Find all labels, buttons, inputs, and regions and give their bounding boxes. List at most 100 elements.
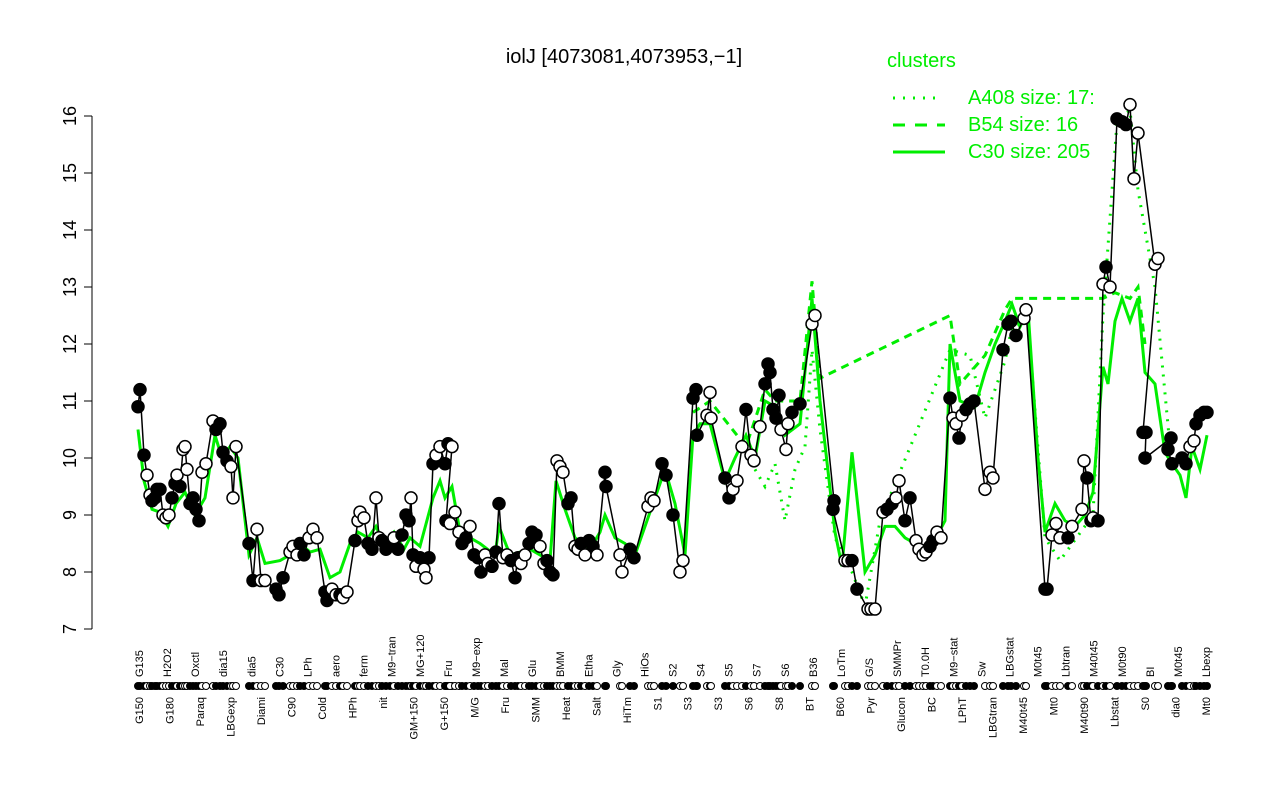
expression-series — [131, 97, 1214, 616]
data-point — [533, 539, 547, 554]
data-point — [540, 553, 554, 568]
data-point — [666, 508, 680, 522]
data-point — [153, 482, 167, 497]
data-point — [133, 382, 147, 397]
x-tick-label: M/G — [469, 697, 481, 718]
x-tick-label: HPh — [347, 697, 359, 718]
x-tick-label: BI — [1145, 667, 1157, 677]
data-point — [739, 402, 753, 417]
x-tick-label: HiOs — [639, 652, 651, 677]
x-tick-label: Sw — [976, 662, 988, 677]
x-tick-label: LBGtran — [988, 697, 1000, 738]
data-point — [357, 511, 371, 525]
data-point — [763, 365, 777, 380]
data-point — [297, 548, 311, 562]
x-tick-label: S1 — [652, 697, 664, 710]
x-tick-label: G180 — [164, 697, 176, 724]
x-tick-label: dia0 — [1171, 697, 1183, 718]
data-point — [1119, 117, 1133, 132]
y-tick-label: 11 — [60, 392, 80, 411]
x-tick-label: M9−stat — [948, 638, 960, 677]
x-tick-label: Fru — [443, 661, 455, 678]
data-point — [348, 533, 362, 548]
x-tick-label: S3 — [713, 697, 725, 710]
data-point — [1187, 434, 1201, 448]
data-point — [730, 474, 744, 488]
cluster-line — [692, 281, 1147, 450]
data-point — [272, 588, 286, 602]
x-tick-label: M9−exp — [471, 638, 483, 677]
data-point — [1049, 516, 1063, 531]
x-tick-label: Mt0 — [1049, 697, 1061, 715]
data-point — [704, 411, 718, 425]
x-tick-label: dia5 — [246, 656, 258, 677]
x-tick-label: Etha — [583, 653, 595, 677]
x-tick-label: BC — [927, 697, 939, 712]
x-tick-label: Pyr — [866, 697, 878, 714]
x-tick-label: Lbtran — [1061, 646, 1073, 677]
data-point — [137, 448, 151, 462]
data-point — [492, 496, 506, 511]
x-tick-label: Salt — [591, 697, 603, 716]
x-tick-label: Glu — [527, 660, 539, 677]
data-point — [1065, 519, 1079, 534]
data-point — [781, 417, 795, 431]
x-tick-label: G+150 — [439, 697, 451, 730]
legend: clusters A408 size: 17: B54 size: 16 C30… — [887, 50, 1095, 163]
x-tick-label: M9−tran — [387, 636, 399, 677]
x-tick-label: HiTm — [622, 697, 634, 723]
data-point — [793, 397, 807, 411]
data-point — [1099, 260, 1113, 274]
data-point — [224, 459, 238, 474]
data-point — [192, 513, 206, 528]
data-point — [1040, 582, 1054, 596]
data-point — [808, 308, 822, 323]
x-tick-label: H2O2 — [162, 648, 174, 677]
x-tick-label: C90 — [286, 697, 298, 717]
data-point — [229, 439, 243, 454]
data-point — [772, 388, 786, 403]
data-point — [1080, 471, 1094, 485]
data-point — [213, 417, 227, 431]
data-point — [546, 568, 560, 582]
data-point — [395, 528, 409, 542]
x-tick-label: nit — [378, 697, 390, 709]
data-point — [676, 553, 690, 568]
data-point — [1077, 454, 1091, 468]
x-tick-label: M40t45 — [1018, 697, 1030, 734]
x-tick-label: Paraq — [195, 697, 207, 726]
data-point — [556, 465, 570, 479]
data-point — [1161, 442, 1175, 457]
data-point — [369, 491, 383, 505]
data-point — [689, 382, 703, 397]
data-point — [463, 519, 477, 534]
x-tick-label: G150 — [134, 697, 146, 724]
data-point — [258, 573, 272, 588]
data-point — [868, 602, 882, 616]
data-point — [952, 431, 966, 445]
data-point — [659, 468, 673, 482]
x-tick-label: S6 — [744, 697, 756, 710]
data-point — [769, 411, 783, 425]
x-tick-label: SMM — [530, 697, 542, 723]
data-point — [647, 494, 661, 508]
data-point — [1165, 456, 1179, 471]
chart-title: iolJ [4073081,4073953,−1] — [506, 46, 742, 68]
x-tick-label: S7 — [752, 664, 764, 677]
data-point — [422, 551, 436, 565]
data-point — [529, 528, 543, 542]
data-point — [419, 570, 433, 585]
data-point — [753, 419, 767, 434]
x-tick-label: LBGexp — [225, 697, 237, 737]
y-tick-label: 9 — [60, 510, 80, 520]
data-point — [690, 428, 704, 442]
data-point — [599, 479, 613, 494]
data-point — [615, 565, 629, 579]
x-tick-label: G135 — [134, 650, 146, 677]
data-point — [445, 439, 459, 454]
x-tick-label: Heat — [561, 697, 573, 720]
x-tick-label: Glucon — [896, 697, 908, 732]
data-point — [779, 442, 793, 457]
data-point — [180, 462, 194, 477]
y-tick-label: 8 — [60, 567, 80, 577]
